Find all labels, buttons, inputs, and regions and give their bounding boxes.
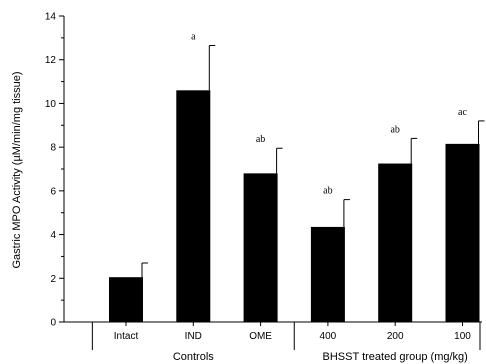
category-label: 400: [320, 331, 337, 342]
group-label: BHSST treated group (mg/kg): [323, 351, 468, 363]
y-tick-label: 4: [50, 230, 56, 241]
group-label: Controls: [173, 351, 214, 363]
bar: [109, 277, 143, 322]
bar: [310, 226, 345, 322]
error-bars: [141, 45, 485, 278]
category-label: OME: [249, 331, 272, 342]
y-tick-label: 6: [50, 186, 56, 197]
significance-label: a: [191, 32, 196, 43]
y-tick-label: 10: [45, 99, 57, 110]
y-tick-label: 12: [45, 55, 57, 66]
group-labels: Controls BHSST treated group (mg/kg): [91, 322, 481, 363]
category-label: 200: [387, 331, 404, 342]
category-labels: Intact IND OME 400 200 100: [114, 331, 472, 342]
category-label: 100: [454, 331, 471, 342]
y-axis: 0 2 4 6 8 10 12 14: [45, 12, 65, 329]
y-tick-label: 2: [50, 274, 56, 285]
y-tick-label: 0: [50, 318, 56, 329]
y-axis-title: Gastric MPO Activity (µM/min/mg tissue): [11, 71, 23, 268]
x-axis: [64, 321, 482, 326]
y-tick-label: 8: [50, 143, 56, 154]
category-label: Intact: [114, 331, 139, 342]
significance-labels: a ab ab ab ac: [191, 32, 467, 197]
significance-label: ab: [256, 134, 265, 145]
significance-label: ac: [458, 107, 467, 118]
bar: [445, 143, 480, 322]
significance-label: ab: [323, 186, 332, 197]
bars: [109, 90, 480, 322]
bar: [243, 173, 278, 322]
y-tick-label: 14: [45, 12, 57, 23]
category-label: IND: [185, 331, 202, 342]
bar: [378, 163, 413, 322]
bar: [176, 90, 211, 322]
significance-label: ab: [390, 124, 399, 135]
